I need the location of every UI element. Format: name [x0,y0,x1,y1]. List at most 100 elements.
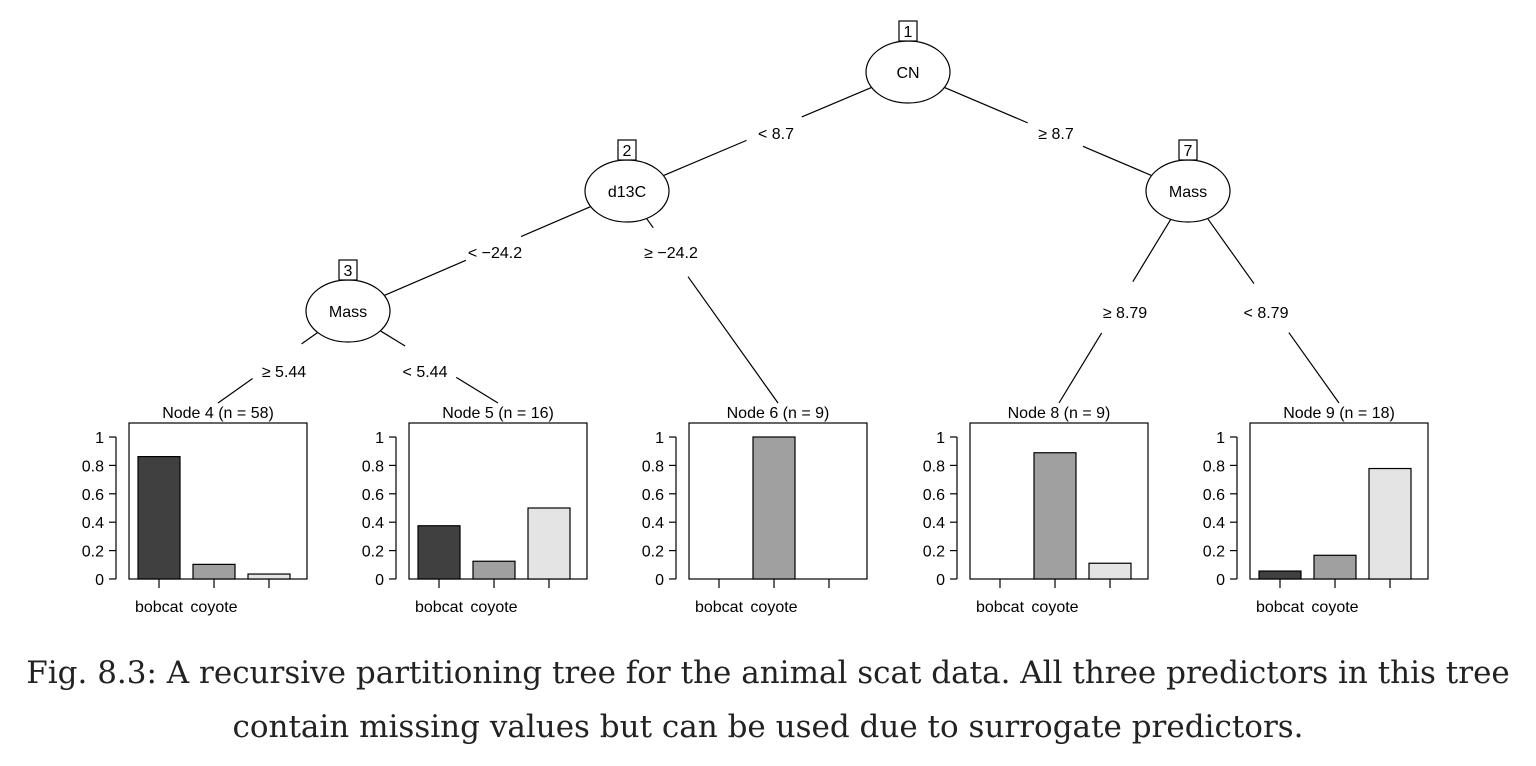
y-tick-label: 0.6 [82,487,104,504]
edge-line-3-5-b [455,376,499,404]
terminal-node-4: Node 4 (n = 58) 0 0.2 0.4 0.6 0.8 1 bobcat coyot… [82,405,308,616]
split-node-3: Mass 3 [305,259,391,343]
terminal-node-5: Node 5 (n = 16) 0 0.2 0.4 0.6 0.8 1 bobcat coyot… [362,405,588,616]
y-tick-label: 0.6 [923,487,945,504]
bar-gray_fox [247,573,291,580]
terminal-node-title: Node 6 (n = 9) [727,405,830,422]
y-tick-label: 0.4 [642,515,664,532]
edge-label-3-4: ≥ 5.44 [262,364,306,381]
edge-1-2: < 8.7 [663,86,872,177]
y-tick-label: 0.8 [362,458,384,475]
y-tick-label: 1 [95,430,104,447]
x-tick-label-coyote: coyote [1311,599,1358,616]
terminal-node-title: Node 8 (n = 9) [1008,405,1111,422]
node-id-number: 3 [344,263,353,280]
node-id-box [338,259,358,281]
y-tick-label: 0.4 [923,515,945,532]
node-id-number: 1 [904,24,913,41]
y-tick-label: 0 [655,572,664,589]
y-tick-label: 0.2 [642,544,664,561]
recursive-partitioning-tree: < 8.7 ≥ 8.7 < −24.2 ≥ −24.2 ≥ 5.44 < 5.44 ≥ 8.… [82,20,1429,616]
node-id-box [1178,139,1198,161]
y-tick-label: 0.8 [1203,458,1225,475]
edge-7-8: ≥ 8.79 [1058,218,1172,404]
tree-nodes: CN 1 d13C 2 Mass 3 Mass 7 [305,20,1231,343]
bar-gray_fox [1088,562,1132,580]
edge-line-3-4-a [301,331,319,345]
edge-line-3-4-b [217,378,253,404]
y-tick-label: 0.4 [82,515,104,532]
y-tick-label: 0.4 [1203,515,1225,532]
edge-label-3-5: < 5.44 [403,364,448,381]
terminal-node-title: Node 4 (n = 58) [162,405,274,422]
y-tick-label: 0 [375,572,384,589]
node-id-number: 7 [1184,143,1193,160]
edge-3-4: ≥ 5.44 [217,331,319,404]
edge-line-2-3-a [520,206,591,238]
terminal-node-6: Node 6 (n = 9) 0 0.2 0.4 0.6 0.8 1 bobcat coyote [642,405,868,616]
edge-label-7-9: < 8.79 [1244,305,1289,322]
bar-coyote [1033,452,1077,580]
edge-2-3: < −24.2 [384,206,591,296]
edge-label-2-6: ≥ −24.2 [644,245,698,262]
edge-3-5: < 5.44 [379,330,499,404]
terminal-node-9: Node 9 (n = 18) 0 0.2 0.4 0.6 0.8 1 bobcat coyot… [1203,405,1429,616]
edge-line-2-3-b [384,259,467,296]
edge-1-7: ≥ 8.7 [944,86,1152,177]
y-tick-label: 0.8 [642,458,664,475]
y-tick-label: 1 [655,430,664,447]
terminal-node-8: Node 8 (n = 9) 0 0.2 0.4 0.6 0.8 1 bobcat coyote [923,405,1149,616]
edge-7-9: < 8.79 [1207,218,1340,404]
edge-label-7-8: ≥ 8.79 [1103,305,1147,322]
terminal-node-charts: Node 4 (n = 58) 0 0.2 0.4 0.6 0.8 1 bobcat coyot… [82,405,1429,616]
edge-line-7-9-a [1207,218,1255,285]
split-node-label: Mass [1169,184,1207,201]
edge-line-1-7-a [944,86,1028,124]
y-tick-label: 0.2 [923,544,945,561]
split-node-label: CN [896,65,919,82]
bar-gray_fox [1368,467,1412,580]
y-tick-label: 0.8 [82,458,104,475]
y-tick-label: 1 [1216,430,1225,447]
y-tick-label: 0.8 [923,458,945,475]
edge-line-7-8-b [1058,332,1103,404]
bar-bobcat [417,525,461,580]
edge-line-2-6-a [646,218,654,229]
x-tick-label-coyote: coyote [750,599,797,616]
y-tick-label: 0 [95,572,104,589]
tree-edges: < 8.7 ≥ 8.7 < −24.2 ≥ −24.2 ≥ 5.44 < 5.44 ≥ 8.… [217,86,1340,404]
node-id-box [898,20,918,42]
caption-line-2: contain missing values but can be used d… [232,709,1304,745]
y-tick-label: 0.6 [642,487,664,504]
edge-line-1-7-b [1082,145,1152,177]
x-tick-label-coyote: coyote [470,599,517,616]
bar-coyote [1313,554,1357,580]
edge-line-3-5-a [379,330,406,347]
x-tick-label-coyote: coyote [1031,599,1078,616]
y-tick-label: 0.2 [1203,544,1225,561]
edge-label-1-7: ≥ 8.7 [1038,126,1074,143]
split-node-label: Mass [329,304,367,321]
split-node-7: Mass 7 [1145,139,1231,223]
edge-line-7-9-b [1288,332,1340,404]
split-node-1: CN 1 [865,20,951,104]
y-tick-label: 0 [1216,572,1225,589]
bar-coyote [472,560,516,580]
bar-bobcat [137,455,181,580]
x-tick-label-bobcat: bobcat [976,599,1025,616]
bar-coyote [192,563,236,580]
x-tick-label-coyote: coyote [190,599,237,616]
x-tick-label-bobcat: bobcat [415,599,464,616]
terminal-node-title: Node 5 (n = 16) [442,405,554,422]
edge-label-1-2: < 8.7 [758,126,794,143]
y-tick-label: 0 [936,572,945,589]
y-tick-label: 0.2 [82,544,104,561]
edge-2-6: ≥ −24.2 [644,218,779,404]
bar-coyote [752,436,796,580]
edge-line-2-6-b [687,276,779,404]
terminal-node-title: Node 9 (n = 18) [1283,405,1395,422]
y-tick-label: 0.6 [1203,487,1225,504]
node-id-number: 2 [623,143,632,160]
bar-bobcat [1258,570,1302,580]
y-tick-label: 0.6 [362,487,384,504]
